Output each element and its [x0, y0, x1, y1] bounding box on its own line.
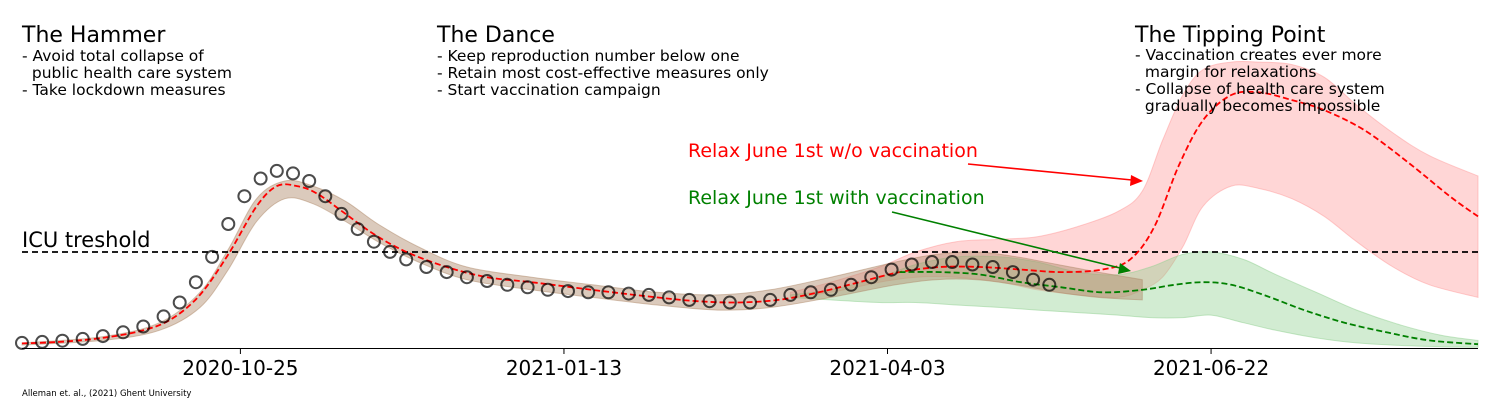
observed-point — [419, 260, 434, 274]
observed-point — [1042, 277, 1057, 292]
observed-point — [601, 285, 616, 300]
observed-point — [844, 277, 859, 292]
phase-line: - Vaccination creates ever more — [1135, 46, 1382, 64]
observed-point — [116, 325, 131, 340]
observed-point — [722, 295, 737, 310]
observed-point — [823, 282, 838, 297]
observed-point — [500, 277, 515, 292]
observed-point — [540, 282, 555, 297]
annotation-arrowhead-with-vaccination — [1118, 263, 1131, 274]
observed-point — [221, 217, 236, 231]
observed-point — [188, 275, 203, 290]
observed-point — [253, 171, 268, 186]
annotation-with-vaccination: Relax June 1st with vaccination — [688, 187, 985, 209]
observed-point — [302, 174, 317, 188]
observed-point — [884, 262, 899, 277]
observed-point — [480, 274, 495, 288]
observed-data — [15, 163, 1057, 350]
observed-point — [621, 286, 636, 301]
observed-point — [383, 244, 397, 259]
observed-point — [864, 270, 879, 285]
observed-point — [286, 166, 300, 181]
observed-point — [904, 257, 919, 272]
x-tick-label: 2021-04-03 — [829, 356, 945, 380]
observed-point — [237, 189, 252, 204]
observed-point — [965, 257, 980, 272]
observed-point — [561, 284, 575, 299]
observed-point — [682, 292, 697, 307]
annotation-no-vaccination: Relax June 1st w/o vaccination — [688, 140, 978, 162]
phase-line: - Start vaccination campaign — [437, 81, 661, 99]
observed-point — [925, 255, 939, 269]
observed-point — [35, 334, 50, 349]
observed-point — [55, 333, 70, 348]
observed-point — [641, 287, 656, 302]
x-tick-label: 2020-10-25 — [182, 356, 298, 380]
phase-title: The Tipping Point — [1134, 23, 1326, 48]
phase-line: - Keep reproduction number below one — [437, 47, 740, 65]
series-line — [899, 271, 1479, 346]
phase-line: - Avoid total collapse of — [22, 47, 204, 65]
phase-title: The Dance — [436, 23, 555, 48]
observed-point — [783, 287, 798, 302]
observed-point — [743, 295, 757, 310]
observed-point — [350, 222, 365, 237]
observed-point — [172, 295, 187, 310]
annotation-arrowhead-no-vaccination — [1130, 175, 1143, 186]
observed-point — [803, 285, 818, 300]
observed-point — [205, 249, 220, 264]
phase-line: - Take lockdown measures — [22, 81, 226, 99]
observed-point — [945, 255, 960, 269]
observed-point — [95, 329, 110, 344]
observed-point — [439, 265, 454, 280]
phase-tipping-point: The Tipping Point - Vaccination creates … — [1134, 23, 1385, 115]
phase-line: gradually becomes impossible — [1135, 97, 1380, 115]
annotation-arrow-with-vaccination — [891, 211, 1121, 269]
observed-point — [459, 270, 474, 285]
x-tick-label: 2021-06-22 — [1153, 356, 1269, 380]
observed-point — [318, 189, 333, 204]
observed-point — [399, 252, 414, 267]
phase-hammer: The Hammer - Avoid total collapse of pub… — [21, 23, 232, 99]
observed-point — [520, 280, 535, 295]
observed-point — [662, 290, 677, 305]
observed-point — [985, 260, 1000, 274]
observed-point — [581, 285, 596, 300]
observed-point — [136, 319, 151, 334]
phase-line: - Collapse of health care system — [1135, 80, 1385, 98]
x-axis-ticks: 2020-10-25 2021-01-13 2021-04-03 2021-06-22 — [182, 348, 1269, 380]
phase-line: - Retain most cost-effective measures on… — [437, 64, 769, 82]
observed-point — [702, 294, 717, 309]
scenario-lines — [21, 90, 1479, 346]
series-line — [21, 90, 1479, 345]
phase-dance: The Dance - Keep reproduction number bel… — [436, 23, 769, 99]
x-tick-label: 2021-01-13 — [506, 356, 622, 380]
icu-threshold-label: ICU treshold — [22, 228, 151, 252]
observed-point — [156, 309, 171, 324]
observed-point — [1026, 272, 1041, 287]
phase-line: margin for relaxations — [1135, 63, 1317, 81]
observed-point — [763, 292, 778, 307]
annotation-arrow-no-vaccination — [967, 163, 1133, 181]
credit-text: Alleman et. al., (2021) Ghent University — [22, 389, 191, 399]
observed-point — [334, 206, 349, 221]
observed-point — [269, 163, 284, 178]
observed-point — [366, 234, 381, 249]
phase-title: The Hammer — [21, 23, 166, 48]
phase-line: public health care system — [22, 64, 232, 82]
observed-point — [1005, 265, 1020, 280]
observed-point — [75, 331, 90, 346]
